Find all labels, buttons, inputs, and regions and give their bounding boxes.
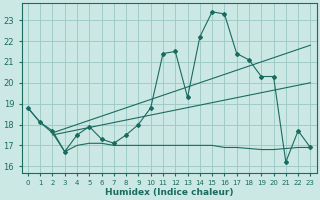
- X-axis label: Humidex (Indice chaleur): Humidex (Indice chaleur): [105, 188, 233, 197]
